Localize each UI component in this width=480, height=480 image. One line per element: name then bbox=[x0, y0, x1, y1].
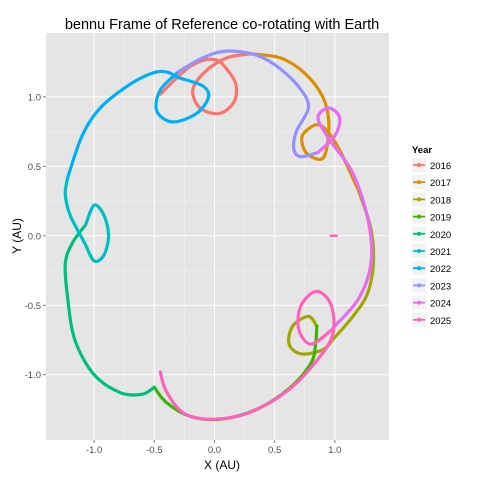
series-line-2021 bbox=[63, 175, 111, 264]
legend: Year 2016 2017 2018 2019 2020 2021 2022 2023 202… bbox=[412, 145, 451, 327]
legend-label-2019: 2019 bbox=[430, 213, 451, 224]
series-line-2024 bbox=[316, 106, 374, 332]
legend-key-dot bbox=[417, 266, 421, 271]
x-tick-label: 0.0 bbox=[208, 445, 221, 456]
series-line-2023 bbox=[176, 49, 320, 159]
x-tick-label: 1.0 bbox=[328, 445, 341, 456]
x-tick-label: -0.5 bbox=[146, 445, 162, 456]
x-axis-ticks: -1.0 -0.5 0.0 0.5 1.0 bbox=[86, 440, 341, 456]
series-layer bbox=[63, 49, 376, 422]
series-line-2022 bbox=[66, 69, 211, 180]
legend-label-2024: 2024 bbox=[430, 299, 451, 310]
legend-label-2022: 2022 bbox=[430, 264, 451, 275]
y-tick-label: 0.5 bbox=[28, 162, 41, 173]
legend-label-2018: 2018 bbox=[430, 195, 451, 206]
series-line-2016 bbox=[158, 52, 253, 116]
legend-label-2017: 2017 bbox=[430, 178, 451, 189]
chart-title: bennu Frame of Reference co-rotating wit… bbox=[65, 17, 379, 33]
y-tick-label: -0.5 bbox=[25, 301, 41, 312]
legend-key-dot bbox=[417, 180, 421, 185]
legend-label-2023: 2023 bbox=[430, 281, 451, 292]
legend-key-dot bbox=[417, 283, 421, 288]
legend-key-dot bbox=[417, 197, 421, 202]
legend-items: 2016 2017 2018 2019 2020 2021 2022 2023 2024 2025 bbox=[412, 158, 451, 327]
legend-key-dot bbox=[417, 214, 421, 219]
series-line-2020 bbox=[63, 223, 156, 397]
legend-label-2016: 2016 bbox=[430, 161, 451, 172]
legend-key-dot bbox=[417, 317, 421, 322]
legend-label-2021: 2021 bbox=[430, 247, 451, 258]
legend-label-2020: 2020 bbox=[430, 230, 451, 241]
y-tick-label: 1.0 bbox=[28, 92, 41, 103]
legend-key-dot bbox=[417, 249, 421, 253]
legend-key-dot bbox=[417, 231, 421, 236]
x-tick-label: -1.0 bbox=[86, 445, 102, 456]
legend-label-2025: 2025 bbox=[430, 316, 451, 327]
series-line-2017 bbox=[249, 52, 361, 193]
legend-key-dot bbox=[417, 163, 421, 167]
y-tick-label: 0.0 bbox=[28, 231, 41, 242]
legend-key-dot bbox=[417, 300, 421, 305]
x-tick-label: 0.5 bbox=[268, 445, 281, 456]
y-axis-ticks: -1.0 -0.5 0.0 0.5 1.0 bbox=[25, 92, 46, 381]
series-line-2025 bbox=[158, 289, 336, 421]
y-axis-title: Y (AU) bbox=[10, 218, 24, 254]
legend-title: Year bbox=[412, 145, 432, 156]
y-tick-label: -1.0 bbox=[25, 370, 41, 381]
x-axis-title: X (AU) bbox=[204, 458, 240, 472]
